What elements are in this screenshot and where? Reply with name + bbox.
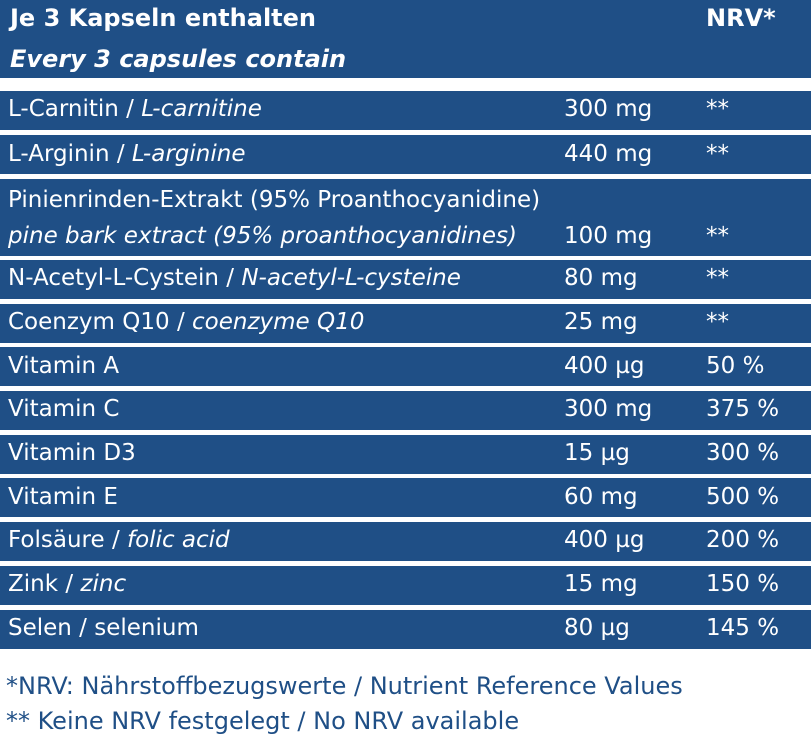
- ingredient-amount: 80 mg: [564, 265, 638, 291]
- ingredient-nrv: **: [706, 141, 729, 167]
- ingredient-amount: 300 mg: [564, 396, 653, 422]
- footnote-no-nrv: ** Keine NRV festgelegt / No NRV availab…: [6, 707, 520, 735]
- ingredient-amount: 400 µg: [564, 527, 645, 553]
- ingredient-name-en: pine bark extract (95% proanthocyanidine…: [8, 223, 517, 249]
- ingredient-name: Vitamin A: [8, 353, 120, 379]
- ingredient-nrv: 300 %: [706, 440, 780, 466]
- ingredient-name: Selen / selenium: [8, 615, 199, 641]
- table-header: Je 3 Kapseln enthalten Every 3 capsules …: [0, 0, 811, 78]
- table-row: Folsäure / folic acid 400 µg 200 %: [0, 522, 811, 561]
- ingredient-amount: 15 µg: [564, 440, 630, 466]
- ingredient-nrv: 150 %: [706, 571, 780, 597]
- ingredient-name: L-Arginin / L-arginine: [8, 141, 246, 167]
- ingredient-name: Zink / zinc: [8, 571, 127, 597]
- ingredient-name: Vitamin C: [8, 396, 120, 422]
- ingredient-amount: 25 mg: [564, 309, 638, 335]
- ingredient-nrv: 200 %: [706, 527, 780, 553]
- table-row: Zink / zinc 15 mg 150 %: [0, 566, 811, 605]
- header-title-en: Every 3 capsules contain: [10, 45, 347, 73]
- ingredient-nrv: 500 %: [706, 484, 780, 510]
- ingredient-name: Coenzym Q10 / coenzyme Q10: [8, 309, 365, 335]
- table-row: Vitamin A 400 µg 50 %: [0, 347, 811, 386]
- table-row: Coenzym Q10 / coenzyme Q10 25 mg **: [0, 304, 811, 343]
- ingredient-amount: 100 mg: [564, 223, 653, 249]
- table-row: Vitamin D3 15 µg 300 %: [0, 435, 811, 474]
- ingredient-nrv: 50 %: [706, 353, 765, 379]
- ingredient-amount: 80 µg: [564, 615, 630, 641]
- header-nrv-label: NRV*: [706, 4, 776, 32]
- ingredient-name: Vitamin D3: [8, 440, 136, 466]
- ingredient-nrv: **: [706, 265, 729, 291]
- ingredient-name: Folsäure / folic acid: [8, 527, 230, 553]
- ingredient-name-de: Pinienrinden-Extrakt (95% Proanthocyanid…: [8, 187, 541, 213]
- ingredient-nrv: 145 %: [706, 615, 780, 641]
- ingredient-name: L-Carnitin / L-carnitine: [8, 96, 262, 122]
- ingredient-nrv: **: [706, 223, 729, 249]
- table-row: Vitamin E 60 mg 500 %: [0, 478, 811, 517]
- table-row: Pinienrinden-Extrakt (95% Proanthocyanid…: [0, 179, 811, 256]
- table-row: L-Carnitin / L-carnitine 300 mg **: [0, 91, 811, 130]
- table-row: L-Arginin / L-arginine 440 mg **: [0, 135, 811, 174]
- ingredient-nrv: **: [706, 96, 729, 122]
- ingredient-amount: 400 µg: [564, 353, 645, 379]
- ingredient-name: N-Acetyl-L-Cystein / N-acetyl-L-cysteine: [8, 265, 461, 291]
- ingredient-nrv: **: [706, 309, 729, 335]
- table-row: Vitamin C 300 mg 375 %: [0, 391, 811, 430]
- ingredient-name: Vitamin E: [8, 484, 118, 510]
- ingredient-nrv: 375 %: [706, 396, 780, 422]
- ingredient-amount: 300 mg: [564, 96, 653, 122]
- header-title-de: Je 3 Kapseln enthalten: [10, 4, 316, 32]
- ingredient-amount: 440 mg: [564, 141, 653, 167]
- ingredient-amount: 60 mg: [564, 484, 638, 510]
- table-row: Selen / selenium 80 µg 145 %: [0, 610, 811, 649]
- footnote-nrv: *NRV: Nährstoffbezugswerte / Nutrient Re…: [6, 672, 683, 700]
- ingredient-amount: 15 mg: [564, 571, 638, 597]
- table-row: N-Acetyl-L-Cystein / N-acetyl-L-cysteine…: [0, 260, 811, 299]
